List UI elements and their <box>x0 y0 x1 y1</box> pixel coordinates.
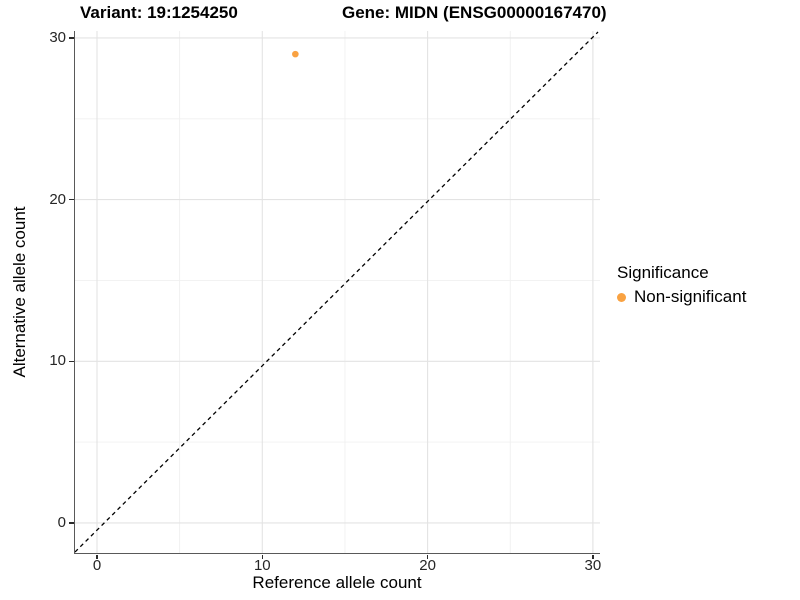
legend: Significance Non-significant <box>617 263 746 307</box>
x-tick-mark <box>96 554 98 559</box>
plot-panel <box>73 31 600 554</box>
legend-point-icon <box>617 292 626 302</box>
x-tick-label: 20 <box>419 557 436 574</box>
x-tick-label: 30 <box>584 557 602 574</box>
y-tick-label: 10 <box>49 352 66 370</box>
legend-title: Significance <box>617 263 709 282</box>
legend-item-label: Non-significant <box>634 287 747 306</box>
y-tick-label: 20 <box>49 190 66 208</box>
y-axis-label: Alternative allele count <box>10 206 29 378</box>
x-tick-mark <box>261 554 264 559</box>
data-point <box>291 50 299 58</box>
x-axis-label: Reference allele count <box>252 573 422 592</box>
x-tick-label: 0 <box>92 557 102 574</box>
plot-canvas <box>74 31 600 553</box>
y-tick-mark <box>69 198 74 201</box>
identity-reference-line <box>74 31 598 553</box>
y-tick-label: 30 <box>49 28 66 46</box>
x-tick-mark <box>592 554 594 559</box>
y-tick-mark <box>69 522 74 524</box>
legend-item: Non-significant <box>617 287 746 307</box>
plot-title-variant: Variant: 19:1254250 <box>80 3 238 22</box>
plot-title-gene: Gene: MIDN (ENSG00000167470) <box>342 3 607 22</box>
y-tick-mark <box>69 360 74 363</box>
y-tick-mark <box>69 37 74 39</box>
y-tick-label: 0 <box>57 513 66 531</box>
x-tick-label: 10 <box>253 557 271 574</box>
x-tick-mark <box>426 554 429 559</box>
